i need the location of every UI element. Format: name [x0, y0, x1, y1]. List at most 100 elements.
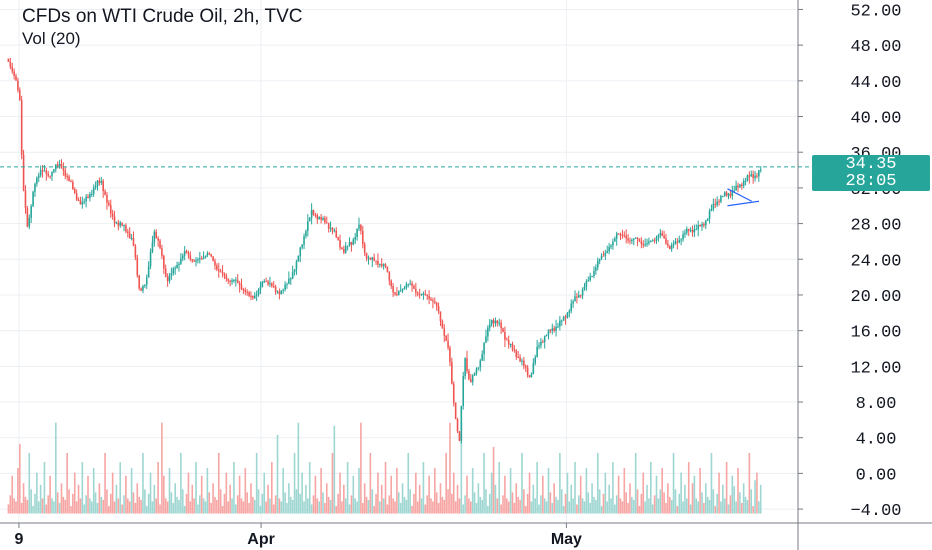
- candle-up: [606, 251, 609, 253]
- volume-bar: [564, 493, 567, 514]
- candle-up: [142, 285, 144, 291]
- candle-down: [687, 228, 690, 231]
- candle-down: [439, 311, 442, 322]
- candle-up: [585, 281, 588, 287]
- candle-down: [240, 285, 243, 290]
- volume-bar: [608, 484, 610, 514]
- candle-down: [132, 237, 135, 247]
- volume-bar: [202, 498, 205, 514]
- volume-bar: [24, 496, 27, 514]
- candle-up: [555, 326, 557, 331]
- candle-up: [572, 301, 574, 304]
- candle-up: [172, 268, 175, 274]
- volume-bar: [409, 489, 411, 514]
- volume-bar: [312, 495, 315, 514]
- candle-up: [367, 257, 370, 259]
- volume-bar: [352, 475, 355, 514]
- volume-bar: [488, 493, 491, 514]
- candle-up: [352, 239, 355, 245]
- volume-bar: [282, 468, 284, 514]
- y-tick-label: 0.00: [856, 466, 897, 485]
- candle-down: [365, 253, 368, 259]
- volume-bar: [272, 504, 275, 514]
- volume-bar: [587, 492, 590, 514]
- candle-down: [513, 349, 516, 351]
- candle-down: [136, 257, 139, 276]
- candle-up: [545, 334, 548, 336]
- candle-up: [91, 193, 93, 195]
- candle-down: [191, 259, 194, 261]
- candle-up: [409, 283, 411, 285]
- triangle-upper-line[interactable]: [727, 188, 752, 202]
- candle-down: [238, 282, 241, 286]
- volume-bar: [98, 483, 101, 514]
- volume-bar: [703, 502, 705, 514]
- volume-bar: [216, 499, 218, 514]
- candle-down: [11, 66, 14, 72]
- candle-down: [73, 188, 76, 194]
- candle-down: [415, 288, 417, 293]
- candle-up: [28, 217, 31, 227]
- candle-up: [494, 320, 497, 324]
- candle-up: [686, 228, 688, 233]
- candle-down: [246, 291, 248, 293]
- volume-bar: [81, 462, 84, 514]
- symbol-title: CFDs on WTI Crude Oil, 2h, TVC: [22, 6, 303, 27]
- volume-bar: [286, 502, 288, 514]
- candle-down: [41, 170, 44, 172]
- volume-bar: [346, 462, 349, 514]
- volume-bar: [102, 499, 104, 514]
- volume-bar: [130, 468, 133, 514]
- volume-bar: [15, 501, 17, 514]
- volume-bar: [740, 502, 743, 514]
- candle-up: [399, 290, 402, 292]
- volume-bar: [422, 462, 425, 514]
- candle-down: [350, 241, 353, 245]
- volume-bar: [612, 462, 614, 514]
- candle-down: [430, 298, 432, 301]
- candle-up: [712, 203, 715, 209]
- candle-down: [271, 283, 273, 287]
- candle-down: [113, 216, 116, 223]
- candle-up: [650, 241, 652, 243]
- volume-bar: [447, 489, 449, 514]
- volume-bar: [164, 498, 167, 514]
- volume-bar: [581, 498, 584, 514]
- candle-up: [570, 303, 573, 311]
- candle-down: [665, 238, 667, 244]
- triangle-lower-line[interactable]: [727, 200, 760, 207]
- volume-bar: [477, 483, 480, 514]
- volume-bar: [382, 498, 385, 514]
- volume-bar: [629, 483, 631, 514]
- volume-bar: [659, 489, 662, 514]
- candle-up: [83, 201, 86, 203]
- volume-bar: [113, 501, 116, 514]
- candle-up: [610, 245, 612, 247]
- y-tick-label: −4.00: [850, 502, 901, 521]
- candle-up: [301, 244, 303, 248]
- volume-bar: [227, 501, 230, 514]
- volume-bar: [142, 452, 144, 514]
- candle-down: [274, 286, 277, 293]
- candle-up: [608, 246, 610, 252]
- candle-up: [759, 169, 762, 171]
- volume-bar: [600, 505, 603, 514]
- x-tick-label: 9: [14, 531, 23, 548]
- volume-bar: [199, 495, 201, 514]
- volume-bar: [672, 452, 675, 514]
- candle-up: [477, 367, 480, 369]
- volume-bar: [680, 472, 682, 514]
- volume-bar: [506, 498, 508, 514]
- candle-up: [689, 230, 692, 232]
- volume-bar: [348, 504, 351, 514]
- candles: [7, 57, 762, 444]
- candle-up: [346, 245, 349, 247]
- candle-up: [382, 264, 385, 266]
- volume-bar: [697, 501, 699, 514]
- triangle-drawing[interactable]: [727, 188, 760, 207]
- candle-down: [502, 328, 504, 332]
- volume-bar: [596, 452, 599, 514]
- candle-up: [115, 222, 118, 224]
